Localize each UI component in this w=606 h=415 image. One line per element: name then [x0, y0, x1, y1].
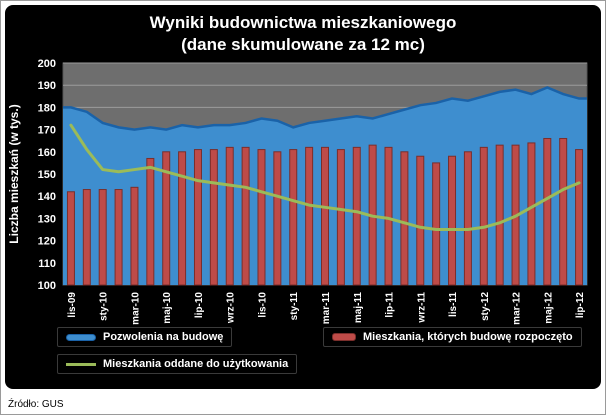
- svg-text:lip-11: lip-11: [385, 292, 396, 318]
- svg-text:100: 100: [38, 280, 56, 292]
- legend-item-completions: Mieszkania oddane do użytkowania: [57, 354, 298, 374]
- svg-text:maj-11: maj-11: [353, 292, 364, 324]
- svg-text:maj-10: maj-10: [162, 292, 173, 324]
- svg-text:160: 160: [38, 147, 56, 159]
- svg-text:lip-10: lip-10: [194, 292, 205, 319]
- area-series-swatch: [66, 333, 96, 341]
- svg-text:180: 180: [38, 102, 56, 114]
- plot: 100 110 120 130 140 150 160 170 180 190 200 lis-09 s…: [7, 58, 588, 325]
- svg-text:mar-10: mar-10: [130, 292, 141, 325]
- source-note: Źródło: GUS: [8, 399, 64, 410]
- line-series-swatch: [66, 362, 96, 366]
- chart-subtitle: (dane skumulowane za 12 mc): [181, 35, 425, 54]
- legend-label-starts: Mieszkania, których budowę rozpoczęto: [363, 331, 573, 343]
- svg-text:maj-12: maj-12: [543, 292, 554, 324]
- svg-text:wrz-10: wrz-10: [226, 292, 237, 325]
- legend-label-permits: Pozwolenia na budowę: [103, 331, 224, 343]
- svg-text:170: 170: [38, 125, 56, 137]
- svg-text:wrz-11: wrz-11: [416, 292, 427, 324]
- svg-text:lis-09: lis-09: [67, 292, 78, 318]
- svg-text:140: 140: [38, 191, 56, 203]
- svg-text:110: 110: [38, 258, 56, 270]
- svg-text:190: 190: [38, 80, 56, 92]
- svg-text:lis-10: lis-10: [257, 292, 268, 318]
- svg-text:120: 120: [38, 236, 56, 248]
- plot-dynamic-layer: 100 110 120 130 140 150 160 170 180 190 200 lis-09 s…: [38, 58, 588, 325]
- svg-text:lip-12: lip-12: [575, 292, 586, 319]
- chart-area: Wyniki budownictwa mieszkaniowego (dane …: [5, 5, 601, 389]
- svg-text:sty-12: sty-12: [480, 292, 491, 321]
- svg-text:mar-11: mar-11: [321, 292, 332, 325]
- svg-text:lis-11: lis-11: [448, 292, 459, 317]
- svg-text:sty-10: sty-10: [99, 292, 110, 321]
- chart-title: Wyniki budownictwa mieszkaniowego: [149, 13, 457, 32]
- legend-item-permits: Pozwolenia na budowę: [57, 327, 233, 347]
- y-axis-title: Liczba mieszkań (w tys.): [7, 104, 21, 243]
- svg-text:mar-12: mar-12: [512, 292, 523, 325]
- bar-series-swatch: [332, 333, 356, 341]
- svg-text:130: 130: [38, 213, 56, 225]
- svg-text:sty-11: sty-11: [289, 292, 300, 321]
- legend-item-starts: Mieszkania, których budowę rozpoczęto: [323, 327, 582, 347]
- svg-text:200: 200: [38, 58, 56, 70]
- svg-text:150: 150: [38, 169, 56, 181]
- legend-label-completions: Mieszkania oddane do użytkowania: [103, 358, 289, 370]
